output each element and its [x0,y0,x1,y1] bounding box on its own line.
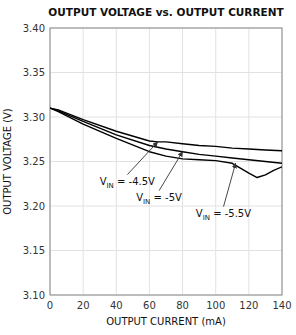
y-tick-label: 3.30 [23,112,45,123]
y-tick-label: 3.40 [23,23,45,34]
grid-line [50,206,282,207]
series-line [50,108,282,151]
x-tick-label: 80 [176,300,189,311]
plot-frame [50,28,282,295]
title: OUTPUT VOLTAGE vs. OUTPUT CURRENT [48,6,284,18]
x-axis-label: OUTPUT CURRENT (mA) [106,316,226,327]
grid-line [50,161,282,162]
annotation-arrow [224,163,236,206]
annotation: VIN = -5V [136,192,182,206]
x-tick-label: 0 [47,300,53,311]
annotation-arrow [159,152,182,191]
x-tick-label: 100 [206,300,225,311]
x-tick-label: 140 [272,300,291,311]
annotation-arrow [127,142,157,175]
y-tick-label: 3.15 [23,245,45,256]
series-line [50,108,282,163]
x-tick-label: 60 [143,300,156,311]
x-tick-label: 120 [239,300,258,311]
y-axis-label: OUTPUT VOLTAGE (V) [2,108,13,215]
grid-line [50,250,282,251]
y-tick-label: 3.25 [23,156,45,167]
chart: 0 20 40 60 80 100 120 140 3.10 3.15 3.20 3.25 3.30 3.… [0,0,296,335]
x-tick-label: 40 [110,300,123,311]
annotation: VIN = -4.5V [100,176,155,190]
grid [50,28,282,295]
y-tick-label: 3.10 [23,290,45,301]
x-tick-label: 20 [77,300,90,311]
series-line [50,108,282,177]
annotations: VIN = -4.5V VIN = -5V VIN = -5.5V [100,142,252,222]
grid-line [50,117,282,118]
y-tick-label: 3.35 [23,67,45,78]
lines [50,108,282,177]
y-tick-label: 3.20 [23,201,45,212]
annotation: VIN = -5.5V [196,208,251,222]
grid-line [50,72,282,73]
